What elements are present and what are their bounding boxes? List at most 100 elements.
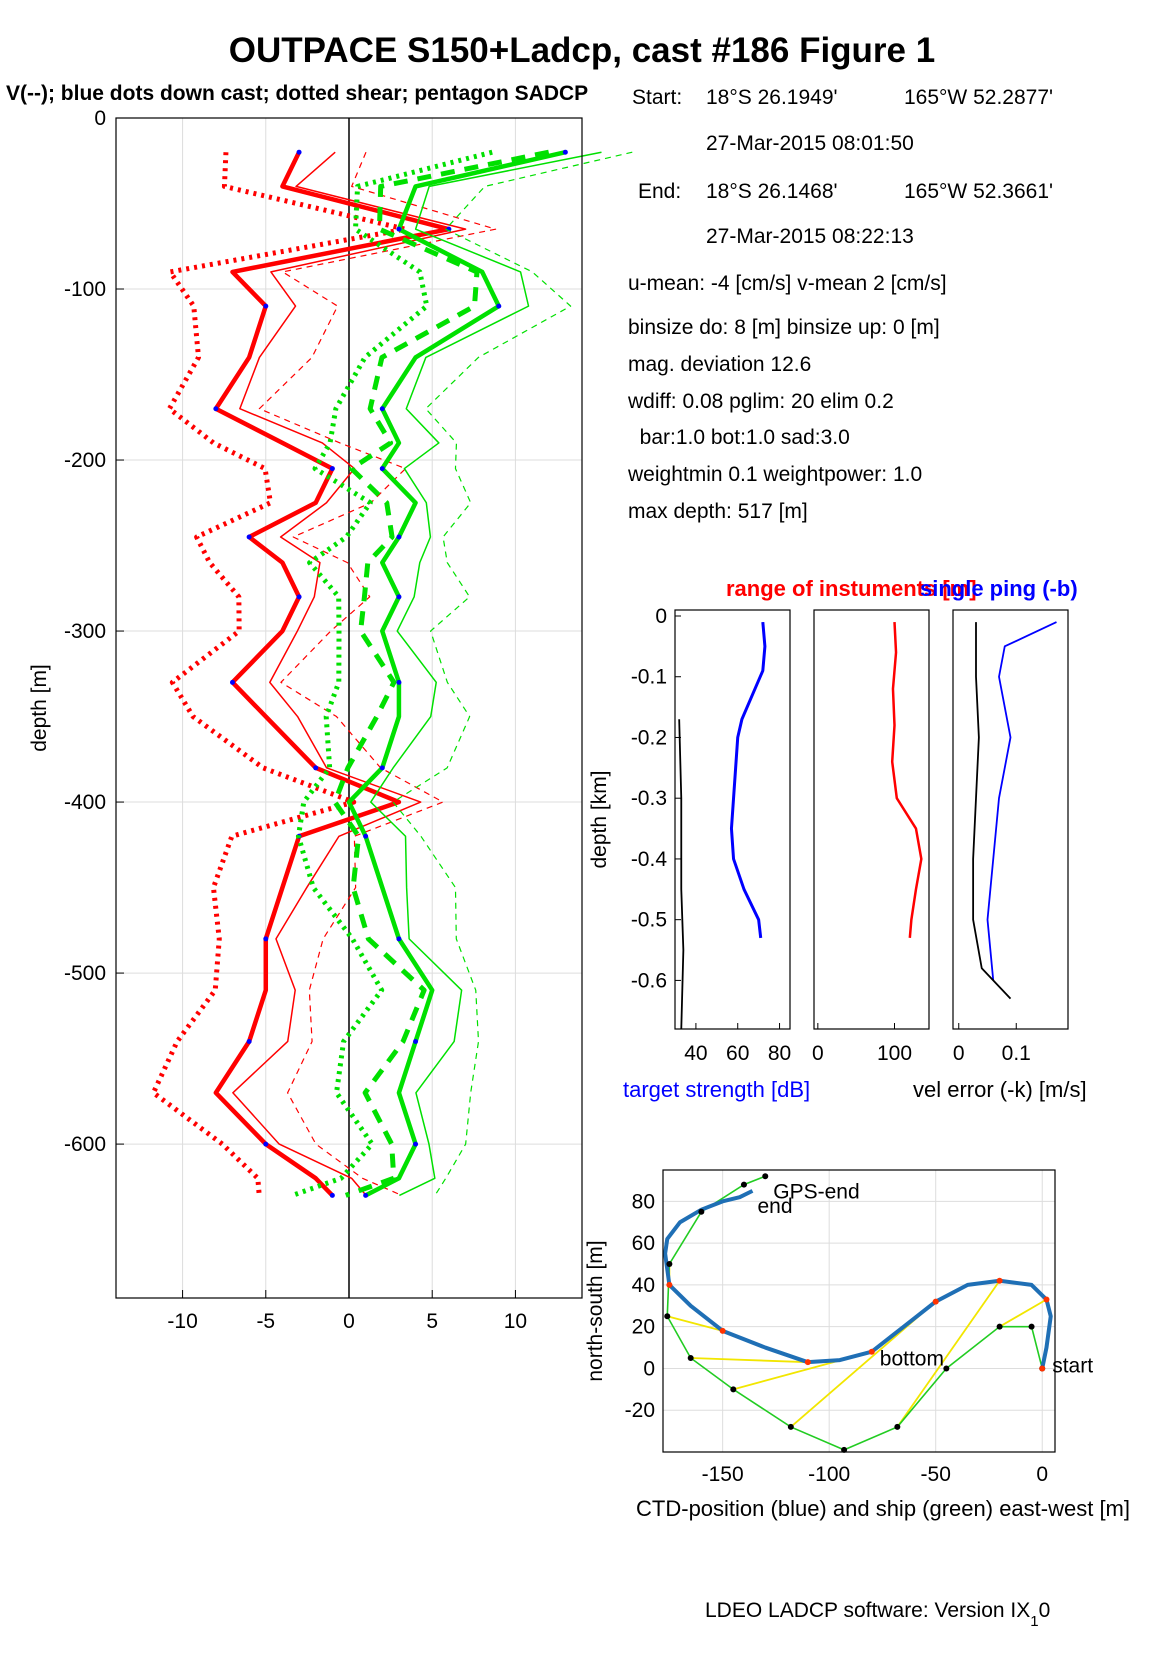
data-point [496,303,502,309]
profile-line [890,622,923,939]
ship-fix [762,1173,769,1180]
data-point [263,936,269,942]
data-point [296,149,302,155]
y-axis-label: depth [km] [588,770,611,868]
x-tick-label: 100 [877,1042,912,1065]
footer-credit: LDEO LADCP software: Version IX10 [705,1599,1050,1630]
x-tick-label: 60 [726,1042,749,1065]
binsize: binsize do: 8 [m] binsize up: 0 [m] [628,316,940,339]
ctd-fix [804,1359,811,1366]
plot-frame [115,117,583,1299]
ship-fix [687,1355,694,1361]
panel-frame [952,609,1069,1030]
start-label: start [1052,1354,1093,1377]
wdiff: wdiff: 0.08 pglim: 20 elim 0.2 [627,390,894,413]
profile-line [678,719,685,1030]
x-tick-label: -150 [702,1463,744,1486]
position-link [896,1280,1001,1428]
gps-end-label: GPS-end [773,1180,859,1203]
ctd-fix [996,1277,1003,1284]
ship-fix [787,1423,794,1430]
y-tick-label: -0.6 [631,969,667,992]
y-tick-label: -100 [64,278,106,301]
y-tick-label: -400 [64,791,106,814]
position-link [667,1315,723,1332]
series-u-line [150,152,408,1196]
ship-fix [666,1261,673,1267]
series-v-line [370,151,602,1197]
x-tick-label: 0 [953,1042,965,1065]
ctd-fix [666,1281,673,1288]
ctd-fix [868,1348,875,1355]
y-tick-label: 0 [643,1357,655,1380]
start-lat: 18°S 26.1949' [706,86,838,109]
ship-fix [943,1365,950,1372]
ship-fix [730,1386,737,1393]
ship-fix [996,1323,1003,1330]
y-tick-label: 60 [632,1232,655,1255]
position-link [999,1298,1047,1328]
data-point [246,1038,252,1044]
ctd-fix [1043,1296,1050,1303]
y-axis-label: depth [m] [28,664,51,752]
series-u-line [213,151,452,1197]
data-point [396,534,402,540]
data-point [230,679,235,685]
data-point [246,534,252,540]
figure-title: OUTPACE S150+Ladcp, cast #186 Figure 1 [229,31,935,70]
series-v-line [392,151,633,1196]
series-v-line [332,149,550,1198]
cast-info: Start: 18°S 26.1949' 165°W 52.2877' 27-M… [627,86,1053,523]
range-title: range of instuments [m] [726,576,977,601]
x-tick-label: 40 [684,1042,707,1065]
x-tick-label: 0 [343,1310,355,1333]
y-tick-label: -0.5 [631,909,667,932]
end-lon: 165°W 52.3661' [904,180,1053,203]
x-tick-label: 80 [768,1042,791,1065]
ship-fix [698,1208,705,1215]
x-tick-label: 0 [1036,1463,1048,1486]
target-strength-plot: 40 60 80 0 -0.1 -0.2 -0.3 -0.4 -0.5 -0.6 depth [km… [588,605,791,1065]
data-point [396,936,402,942]
bar-settings: bar:1.0 bot:1.0 sad:3.0 [628,426,850,449]
y-tick-label: -0.1 [631,666,667,689]
profile-line [986,621,1057,981]
data-point [263,303,269,309]
data-point [396,226,402,232]
y-tick-label: -0.3 [631,787,667,810]
y-tick-label: -600 [64,1133,106,1156]
series-v-line [346,150,566,1198]
x-tick-label: -5 [256,1310,275,1333]
end-label: End: [638,180,681,203]
position-link [690,1357,808,1364]
plot-frame [662,1169,1056,1453]
ctd-fix [719,1327,726,1334]
x-tick-label: 5 [426,1310,438,1333]
y-tick-label: 40 [632,1274,655,1297]
y-tick-label: -500 [64,962,106,985]
series-u-line [258,151,497,1196]
mag-deviation: mag. deviation 12.6 [628,353,811,376]
ctd-fix [932,1298,939,1305]
y-tick-label: 0 [655,605,667,628]
figure-subtitle: V(--); blue dots down cast; dotted shear… [6,82,588,105]
footer-text: LDEO LADCP software: Version IX [705,1599,1030,1622]
x-tick-label: -50 [921,1463,951,1486]
y-tick-label: 20 [632,1316,655,1339]
data-point [396,679,402,685]
data-point [313,765,319,771]
data-point [363,833,369,839]
profile-line [729,621,767,939]
data-point [379,406,385,412]
data-point [413,1141,419,1147]
data-point [296,594,302,600]
ship-fix [664,1313,671,1320]
end-lat: 18°S 26.1468' [706,180,838,203]
footer-subscript: 1 [1030,1613,1038,1630]
data-point [413,1038,419,1044]
y-tick-label: -0.4 [631,848,668,871]
x-axis-label: CTD-position (blue) and ship (green) eas… [636,1496,1130,1521]
data-point [363,1192,369,1198]
y-tick-label: 80 [632,1190,655,1213]
